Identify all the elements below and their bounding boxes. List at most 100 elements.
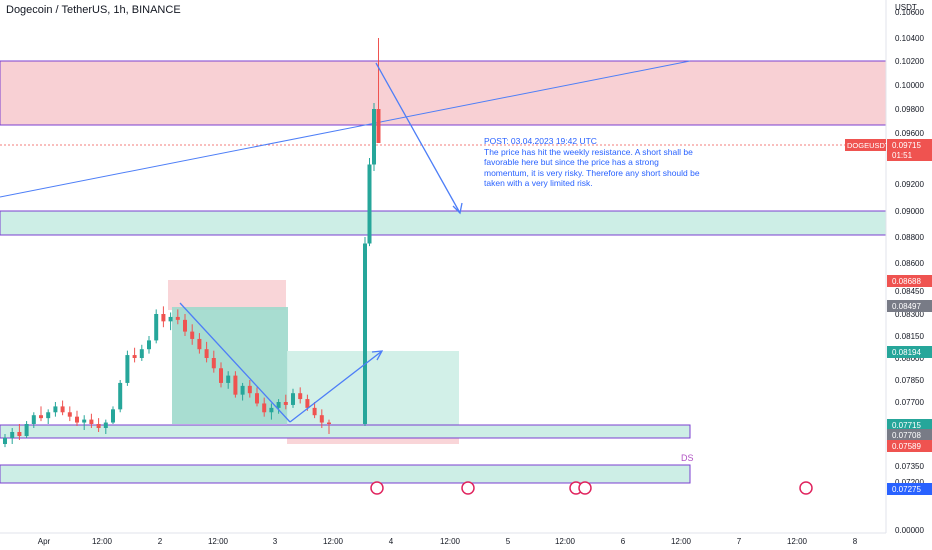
candle-body: [46, 412, 51, 419]
x-tick-label: 12:00: [555, 537, 576, 546]
candle-body: [247, 385, 252, 394]
candle-body: [226, 375, 231, 383]
candle-body: [132, 355, 137, 358]
candle-body: [367, 164, 372, 244]
event-icons[interactable]: [370, 481, 813, 495]
x-tick-label: 8: [853, 537, 858, 546]
candle-body: [3, 438, 7, 444]
y-tick-label: 0.08600: [895, 259, 924, 268]
x-tick-label: 12:00: [208, 537, 229, 546]
candle-body: [139, 349, 144, 358]
candle-body: [89, 419, 94, 424]
x-tick-label: 12:00: [92, 537, 113, 546]
y-tick-label: 0.08800: [895, 233, 924, 242]
y-tick-label: 0.09800: [895, 105, 924, 114]
candle-body: [24, 424, 29, 436]
price-axis-unit: USDT: [895, 3, 917, 12]
price-tag-countdown: 01:51: [892, 151, 913, 160]
flash-event-icon: [370, 481, 384, 495]
candle-body: [283, 402, 288, 405]
analysis-note: POST: 03.04.2023 19:42 UTC The price has…: [484, 136, 704, 189]
us-flag-event-icon: [461, 481, 475, 495]
candle-body: [147, 340, 151, 350]
candle-body: [60, 406, 65, 413]
candle-body: [17, 432, 22, 436]
y-tick-label: 0.07200: [895, 478, 924, 487]
candles: [3, 38, 381, 448]
x-ticks[interactable]: Apr 12:00 2 12:00 3 12:00 4 12:00 5 12:00 6 12:00 7 1…: [38, 537, 858, 546]
x-tick-label: 12:00: [787, 537, 808, 546]
arrow-head-up: [371, 350, 384, 361]
support-zone-lower: [0, 424, 691, 439]
x-tick-label: 2: [158, 537, 163, 546]
symbol-tag-label: DOGEUSDT: [847, 141, 890, 150]
candle-body: [319, 415, 324, 423]
x-tick-label: 12:00: [440, 537, 461, 546]
price-tag-value: 0.07589: [892, 442, 921, 451]
candle-body: [175, 316, 180, 320]
x-tick-label: 4: [389, 537, 394, 546]
price-tag-value: 0.09715: [892, 141, 921, 150]
y-tick-label: 0.10000: [895, 81, 924, 90]
y-tick-label: 0.07850: [895, 376, 924, 385]
candle-body: [327, 422, 331, 424]
us-flag-event-icon: [578, 481, 592, 495]
y-tick-label: 0.00000: [895, 526, 924, 535]
candle-body: [183, 319, 187, 332]
candle-body: [233, 375, 238, 395]
y-tick-label: 0.09600: [895, 129, 924, 138]
note-text: The price has hit the weekly resistance.…: [484, 146, 702, 189]
candle-body: [291, 393, 295, 405]
candle-body: [363, 243, 367, 424]
candle-body: [269, 407, 274, 413]
candle-body: [118, 382, 123, 410]
price-tag-value: 0.08497: [892, 302, 921, 311]
candle-body: [190, 331, 195, 339]
candle-body: [298, 393, 303, 400]
candle-body: [376, 109, 381, 143]
candle-body: [154, 314, 159, 341]
x-tick-label: 7: [737, 537, 742, 546]
y-tick-label: 0.08300: [895, 310, 924, 319]
price-tag-value: 0.07275: [892, 485, 921, 494]
candle-body: [82, 419, 87, 423]
candle-body: [161, 314, 166, 322]
short-arrow: [375, 62, 461, 214]
y-tick-label: 0.07700: [895, 398, 924, 407]
candle-body: [103, 422, 108, 428]
price-tag: [887, 483, 932, 495]
price-tag-value: 0.08688: [892, 277, 921, 286]
y-tick-label: 0.10600: [895, 8, 924, 17]
chart-title: Dogecoin / TetherUS, 1h, BINANCE: [6, 4, 181, 16]
price-tag: [887, 275, 932, 287]
x-tick-label: Apr: [38, 537, 51, 546]
candle-body: [10, 432, 15, 438]
price-tag: [887, 440, 932, 452]
symbol-tag: [845, 139, 886, 151]
ds-label: DS: [681, 453, 694, 463]
y-tick-label: 0.08450: [895, 287, 924, 296]
us-flag-event-icon: [799, 481, 813, 495]
candle-body: [262, 403, 267, 413]
candle-body: [204, 349, 209, 358]
y-tick-label: 0.09000: [895, 207, 924, 216]
target-box: [172, 307, 288, 424]
short-arrow-head: [452, 202, 463, 215]
candle-body: [305, 399, 310, 408]
y-tick-label: 0.08150: [895, 332, 924, 341]
price-tag: [887, 429, 932, 441]
y-tick-label: 0.08000: [895, 354, 924, 363]
candle-body: [312, 407, 317, 416]
x-tick-label: 3: [273, 537, 278, 546]
candle-body: [168, 316, 173, 322]
x-tick-label: 6: [621, 537, 626, 546]
price-tag-value: 0.07715: [892, 421, 921, 430]
y-tick-label: 0.10200: [895, 57, 924, 66]
stop-box: [168, 280, 286, 310]
trend-line: [0, 60, 691, 198]
candle-body: [31, 415, 36, 424]
x-tick-label: 5: [506, 537, 511, 546]
price-tag-value: 0.07708: [892, 431, 921, 440]
